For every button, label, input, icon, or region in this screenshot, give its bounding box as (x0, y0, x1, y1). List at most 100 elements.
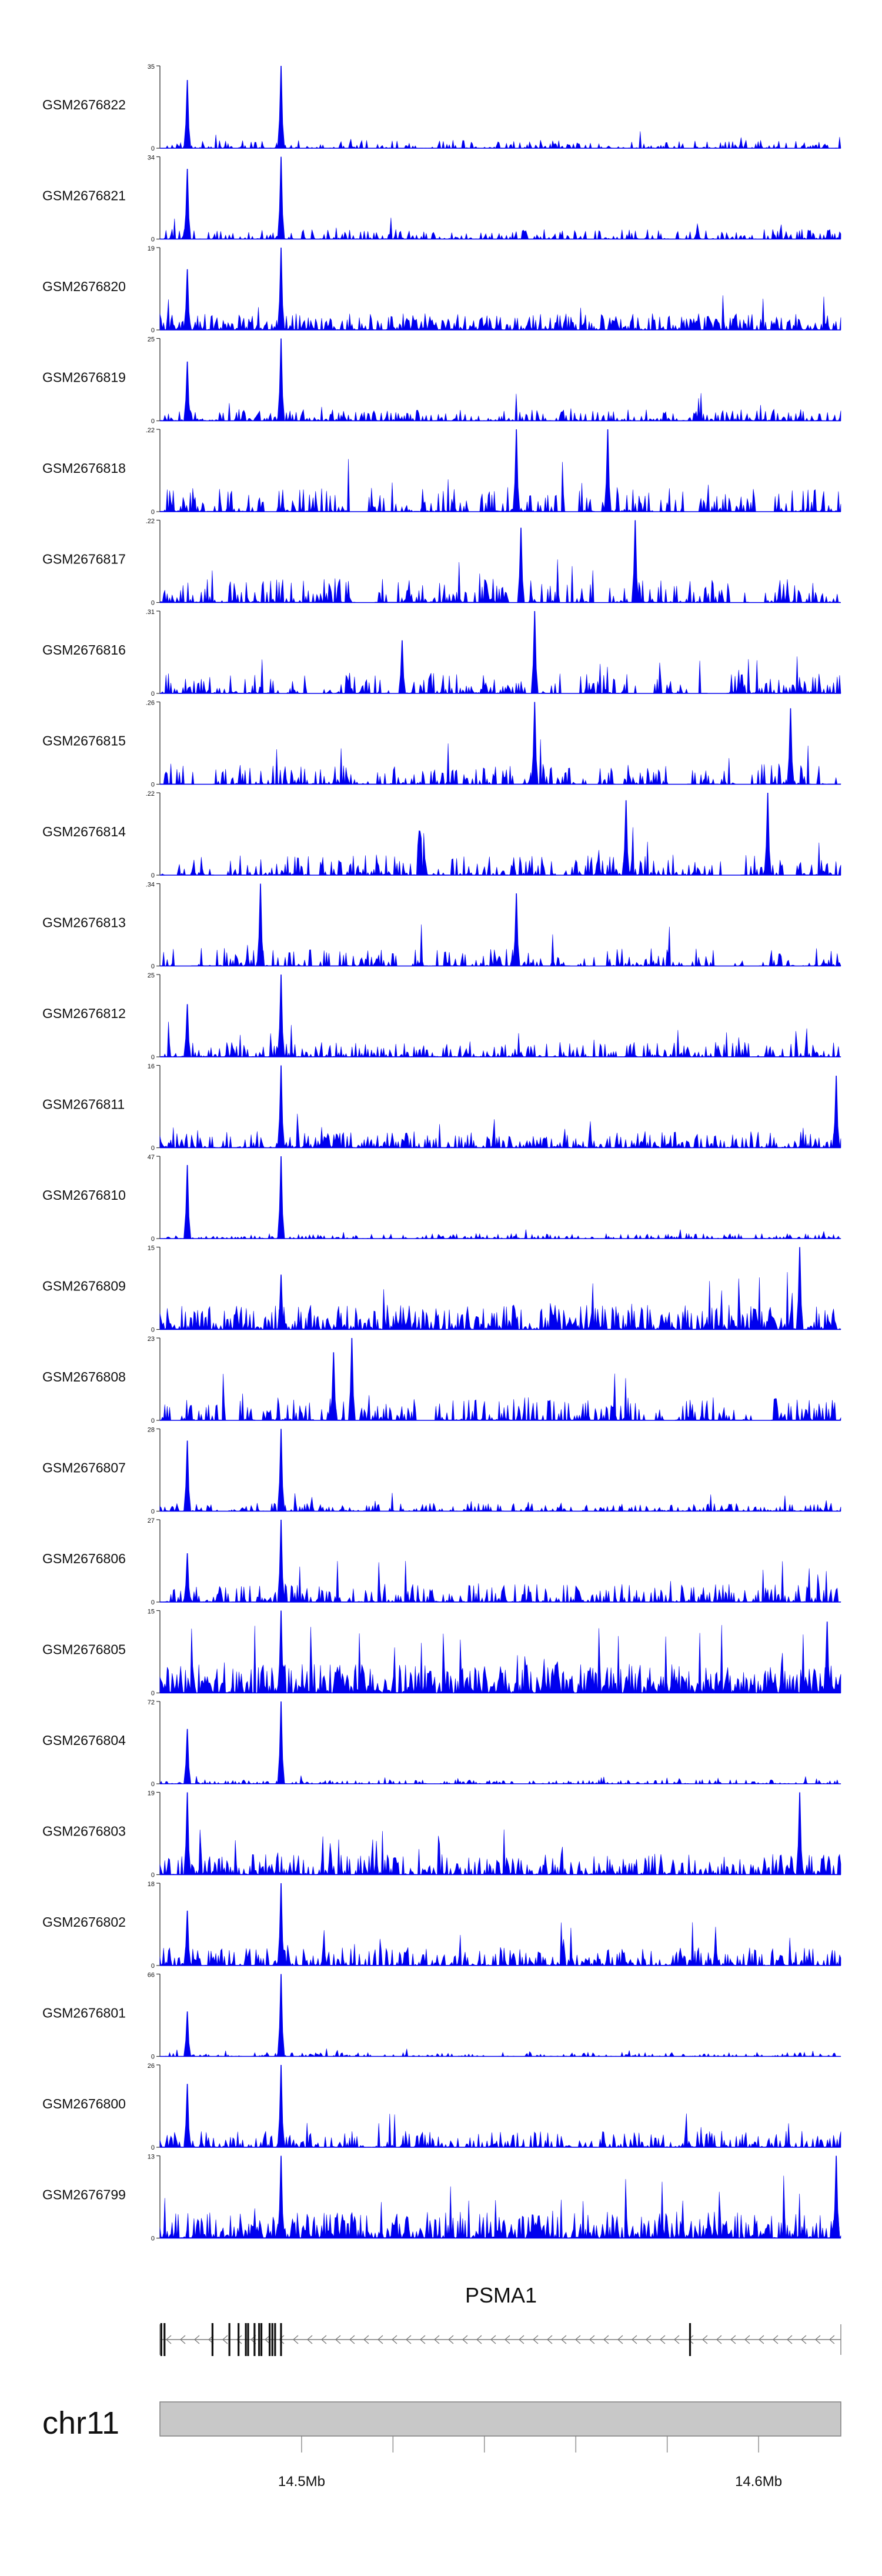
y-tick-label-zero: 0 (151, 2235, 155, 2243)
y-tick-label-max: 72 (148, 1699, 155, 1706)
track-label: GSM2676821 (42, 188, 126, 203)
track-label: GSM2676818 (42, 461, 126, 476)
y-tick-label-zero: 0 (151, 872, 155, 879)
track-GSM2676816: GSM2676816 .31 0 (42, 609, 841, 698)
peak-1 (183, 1729, 191, 1784)
track-GSM2676801: GSM2676801 66 0 (42, 1972, 841, 2061)
coverage-area (159, 656, 841, 695)
strand-arrow (730, 2335, 736, 2344)
peak-2 (796, 1247, 804, 1330)
exon (247, 2323, 249, 2356)
y-tick-label-zero: 0 (151, 145, 155, 152)
coverage-area (159, 1829, 841, 1876)
track-GSM2676808: GSM2676808 23 0 (42, 1336, 841, 1424)
y-tick-label-zero: 0 (151, 600, 155, 607)
track-label: GSM2676799 (42, 2187, 126, 2203)
track-GSM2676813: GSM2676813 .34 0 (42, 882, 841, 970)
strand-arrow (180, 2335, 186, 2344)
strand-arrow (307, 2335, 313, 2344)
coverage-area (159, 1625, 841, 1694)
exon (280, 2323, 282, 2356)
track-GSM2676806: GSM2676806 27 0 (42, 1517, 841, 1606)
strand-arrow (674, 2335, 680, 2344)
strand-arrow (547, 2335, 553, 2344)
y-tick-label-max: 19 (148, 245, 155, 252)
coverage-area (159, 2048, 841, 2057)
peak-1 (277, 1610, 285, 1693)
strand-arrow (688, 2335, 694, 2344)
coverage-area (159, 131, 841, 149)
peak-1 (512, 429, 520, 512)
y-tick-label-zero: 0 (151, 1236, 155, 1243)
peak-1 (277, 2155, 285, 2238)
strand-arrow (392, 2335, 397, 2344)
strand-arrow (349, 2335, 355, 2344)
exon (258, 2323, 260, 2356)
chromosome-label: chr11 (42, 2405, 119, 2441)
exon (274, 2323, 276, 2356)
y-tick-label-zero: 0 (151, 1599, 155, 1606)
track-label: GSM2676813 (42, 915, 126, 930)
y-tick-label-max: 66 (148, 1972, 155, 1979)
coverage-area (159, 1113, 841, 1149)
track-label: GSM2676805 (42, 1642, 126, 1657)
exon (268, 2323, 271, 2356)
track-GSM2676815: GSM2676815 .26 0 (42, 700, 841, 789)
y-tick-label-max: 25 (148, 336, 155, 343)
peak-1 (183, 2011, 191, 2057)
peak-2 (329, 1352, 338, 1420)
strand-arrow (236, 2335, 242, 2344)
track-label: GSM2676811 (42, 1097, 125, 1112)
peak-1 (183, 1792, 191, 1875)
peak-2 (832, 1076, 840, 1148)
track-GSM2676811: GSM2676811 16 0 (42, 1063, 841, 1152)
y-tick-label-max: .22 (146, 790, 155, 798)
track-GSM2676819: GSM2676819 25 0 (42, 336, 841, 425)
y-tick-label-zero: 0 (151, 690, 155, 698)
peak-1 (530, 611, 539, 693)
peak-2 (631, 520, 639, 603)
coverage-area (159, 393, 841, 422)
y-tick-label-max: 26 (148, 2063, 155, 2070)
track-label: GSM2676816 (42, 642, 126, 658)
track-label: GSM2676802 (42, 1914, 126, 1930)
coverage-area (159, 1493, 841, 1512)
strand-arrow (519, 2335, 524, 2344)
strand-arrow (617, 2335, 623, 2344)
strand-arrow (759, 2335, 764, 2344)
y-tick-label-zero: 0 (151, 1327, 155, 1334)
track-GSM2676822: GSM2676822 35 0 (42, 64, 841, 152)
track-label: GSM2676817 (42, 552, 126, 567)
track-GSM2676802: GSM2676802 18 0 (42, 1881, 841, 1970)
peak-1 (517, 528, 525, 603)
y-tick-label-zero: 0 (151, 1054, 155, 1061)
strand-arrow (363, 2335, 369, 2344)
strand-arrow (279, 2335, 285, 2344)
peak-2 (604, 429, 612, 512)
exon (253, 2323, 256, 2356)
peak-2 (277, 338, 285, 421)
exon (245, 2323, 247, 2356)
track-GSM2676809: GSM2676809 15 0 (42, 1245, 841, 1334)
y-tick-label-max: 47 (148, 1154, 155, 1161)
exon (238, 2323, 240, 2356)
strand-arrow (632, 2335, 637, 2344)
y-tick-label-zero: 0 (151, 963, 155, 970)
coverage-area (159, 2175, 841, 2239)
peak-2 (796, 1792, 804, 1875)
peak-1 (183, 1164, 191, 1239)
peak-2 (512, 893, 520, 966)
genomic-x-axis: 14.5Mb 14.6Mb (278, 2436, 782, 2490)
y-tick-label-max: 16 (148, 1063, 155, 1070)
exon (228, 2323, 230, 2356)
y-tick-label-zero: 0 (151, 1963, 155, 1970)
peak-2 (183, 1910, 191, 1966)
exon (211, 2323, 213, 2356)
y-tick-label-zero: 0 (151, 236, 155, 243)
y-tick-label-max: 28 (148, 1427, 155, 1434)
peak-2 (183, 1004, 191, 1057)
coverage-area (159, 2113, 841, 2148)
peak-2 (277, 1156, 285, 1239)
track-label: GSM2676806 (42, 1551, 126, 1566)
